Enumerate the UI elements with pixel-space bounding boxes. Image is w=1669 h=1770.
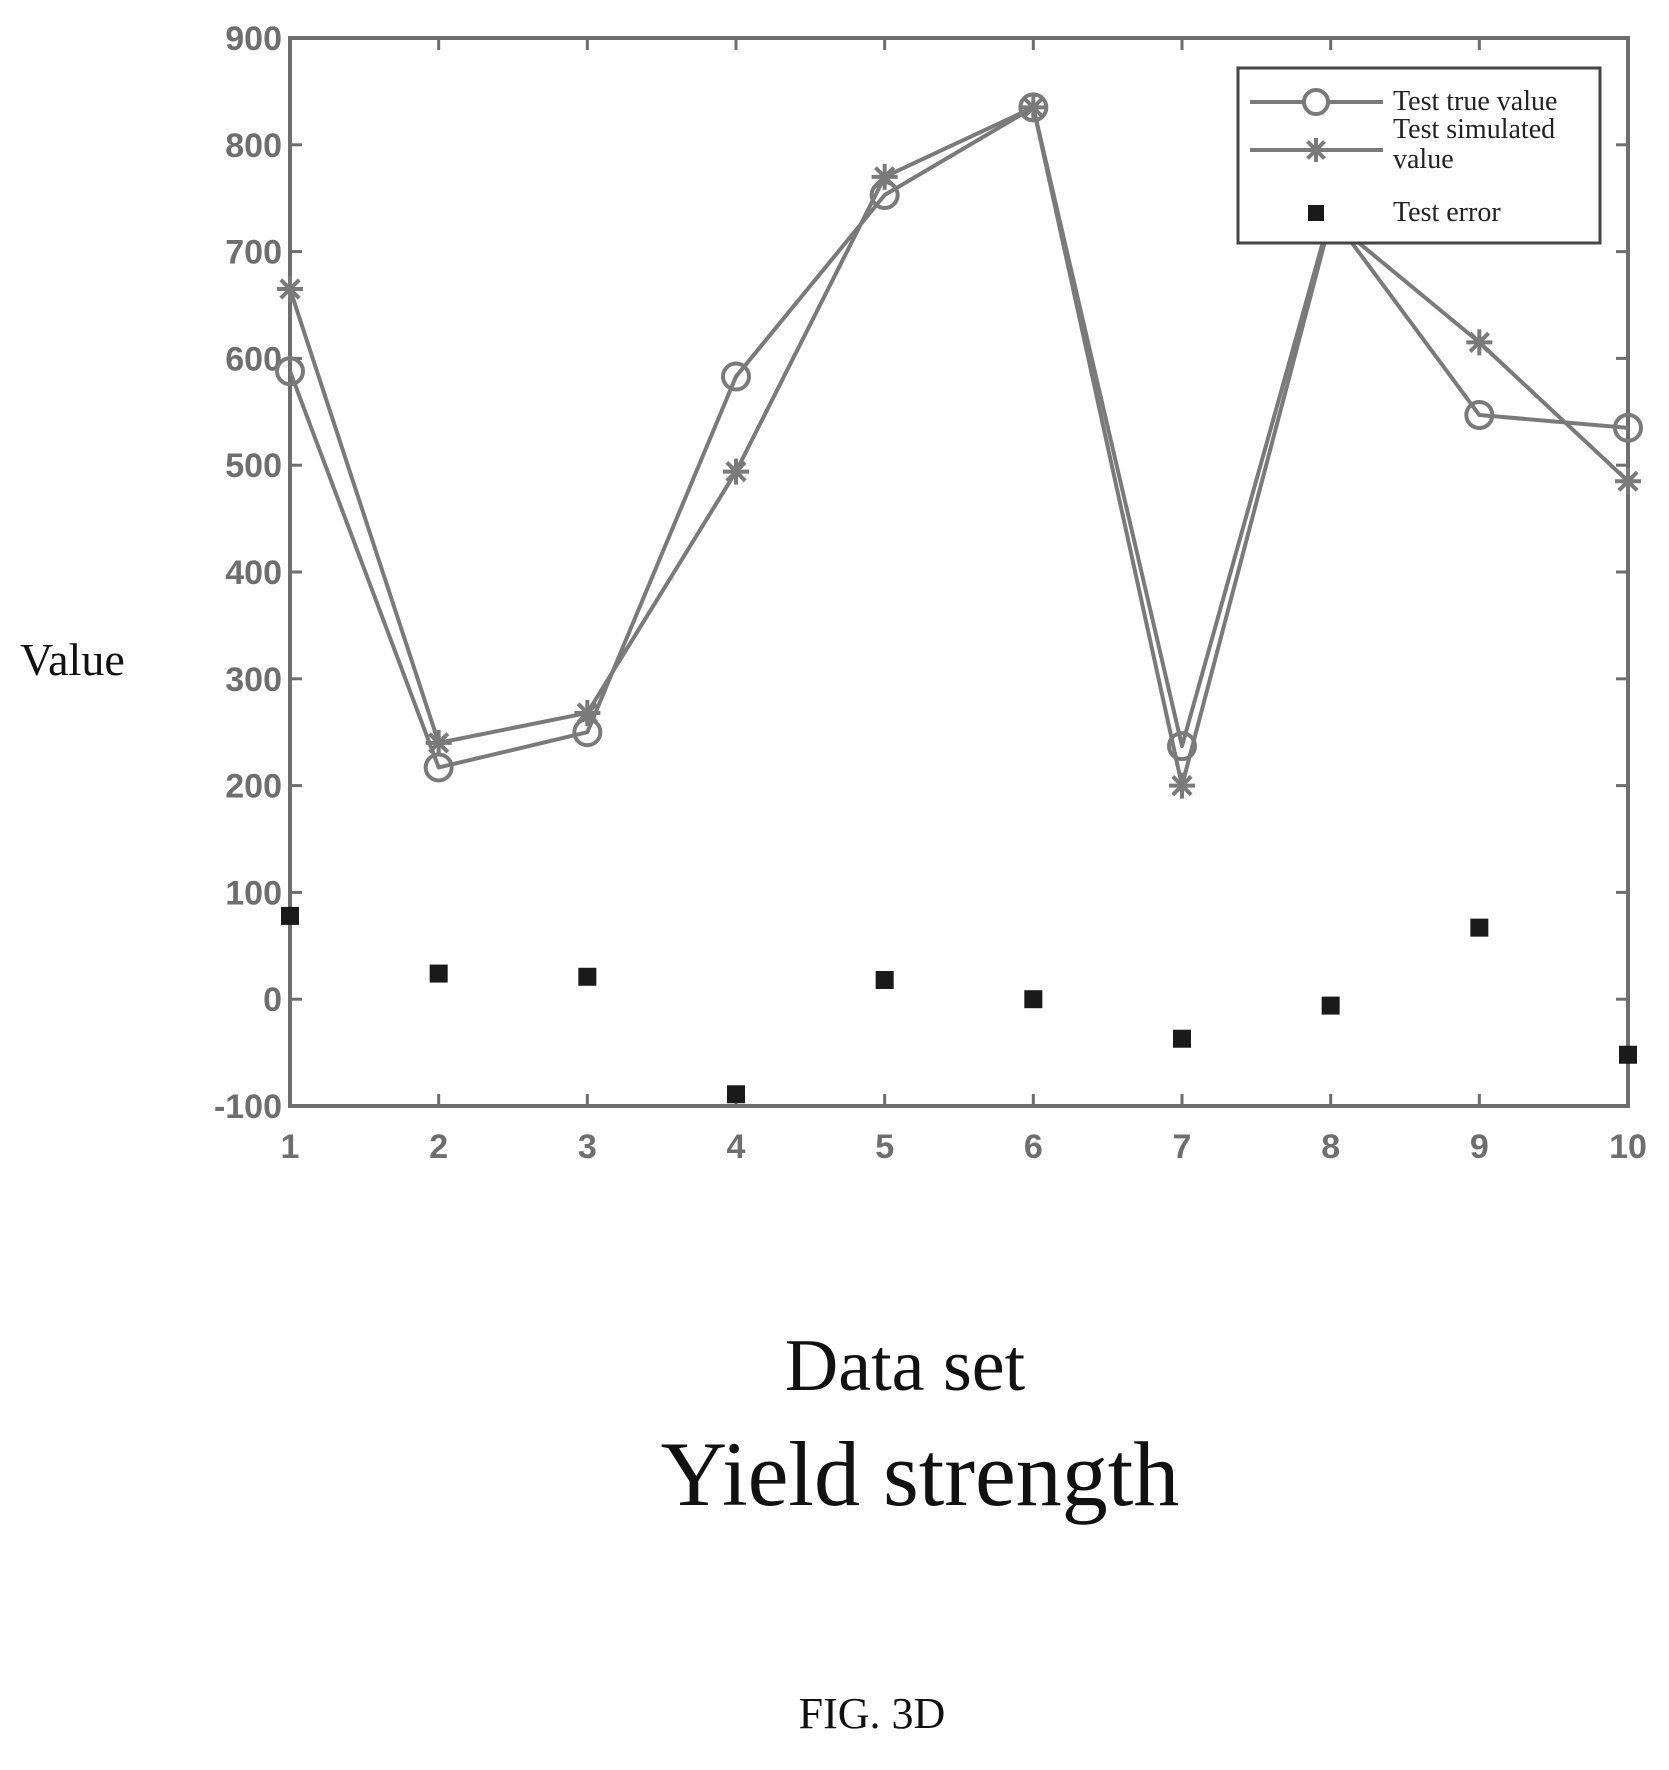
series-layer — [275, 92, 1643, 1104]
x-tick-label: 8 — [1321, 1128, 1340, 1166]
data-point-circle — [1464, 400, 1495, 431]
y-tick-label: 900 — [225, 20, 282, 58]
x-tick-label: 9 — [1470, 1128, 1489, 1166]
data-point-star — [1466, 329, 1493, 356]
data-point-square — [1173, 1029, 1191, 1048]
data-point-square — [1321, 996, 1340, 1015]
y-axis-label: Value — [20, 634, 125, 685]
x-tick-label: 6 — [1024, 1128, 1043, 1166]
data-point-square — [1619, 1045, 1637, 1064]
data-point-circle — [1613, 412, 1643, 443]
data-point-star — [277, 275, 303, 302]
series-test-error — [281, 906, 1637, 1104]
data-point-square — [727, 1085, 745, 1104]
data-point-circle — [721, 361, 751, 392]
plot-area: -100 0 100 200 300 400 500 600 700 800 900 1 2 3 4 5 6 7 8… — [214, 20, 1647, 1166]
x-tick-label: 1 — [281, 1128, 300, 1166]
data-point-star — [723, 458, 749, 485]
data-point-star — [1615, 468, 1641, 495]
data-point-square — [1024, 990, 1043, 1009]
data-point-circle — [275, 356, 305, 387]
data-point-star — [1020, 94, 1047, 121]
x-tick-label: 2 — [429, 1128, 448, 1166]
y-tick-label: 0 — [263, 981, 282, 1019]
y-tick-label: 600 — [225, 340, 282, 378]
y-tick-label: -100 — [214, 1088, 282, 1126]
x-tick-label: 5 — [875, 1128, 894, 1166]
y-tick-label: 500 — [225, 447, 282, 485]
x-tick-label: 7 — [1173, 1128, 1192, 1166]
data-point-square — [1470, 918, 1489, 937]
data-point-star — [425, 729, 452, 756]
data-point-star — [574, 699, 601, 726]
legend-label: Test simulated value — [1393, 114, 1555, 175]
x-tick-label: 10 — [1609, 1128, 1647, 1166]
series-line — [288, 105, 1629, 770]
y-tick-label: 200 — [225, 768, 282, 806]
x-axis-label: Data set — [785, 1325, 1026, 1407]
data-point-square — [429, 964, 448, 983]
figure-label: FIG. 3D — [799, 1689, 946, 1738]
y-tick-label: 400 — [225, 554, 282, 592]
data-point-square — [578, 967, 597, 986]
data-point-circle — [1167, 731, 1197, 762]
legend-marker-circle — [1302, 88, 1330, 116]
chart-title: Yield strength — [661, 1423, 1180, 1525]
x-tick-label: 4 — [727, 1128, 746, 1166]
series-line — [288, 105, 1630, 788]
data-point-star — [1169, 772, 1195, 799]
legend-marker-square — [1308, 205, 1324, 221]
y-tick-label: 300 — [225, 661, 282, 699]
data-point-star — [871, 163, 898, 190]
data-point-square — [281, 906, 299, 925]
y-tick-label: 800 — [225, 127, 282, 165]
legend-box — [1236, 66, 1602, 245]
y-tick-label: 700 — [225, 234, 282, 272]
legend-marker-star — [1304, 138, 1328, 162]
legend-label: Test error — [1393, 197, 1501, 228]
legend-label: Test true value — [1393, 86, 1557, 117]
data-point-square — [875, 970, 894, 989]
y-tick-label: 100 — [225, 874, 282, 912]
x-tick-label: 3 — [578, 1128, 597, 1166]
